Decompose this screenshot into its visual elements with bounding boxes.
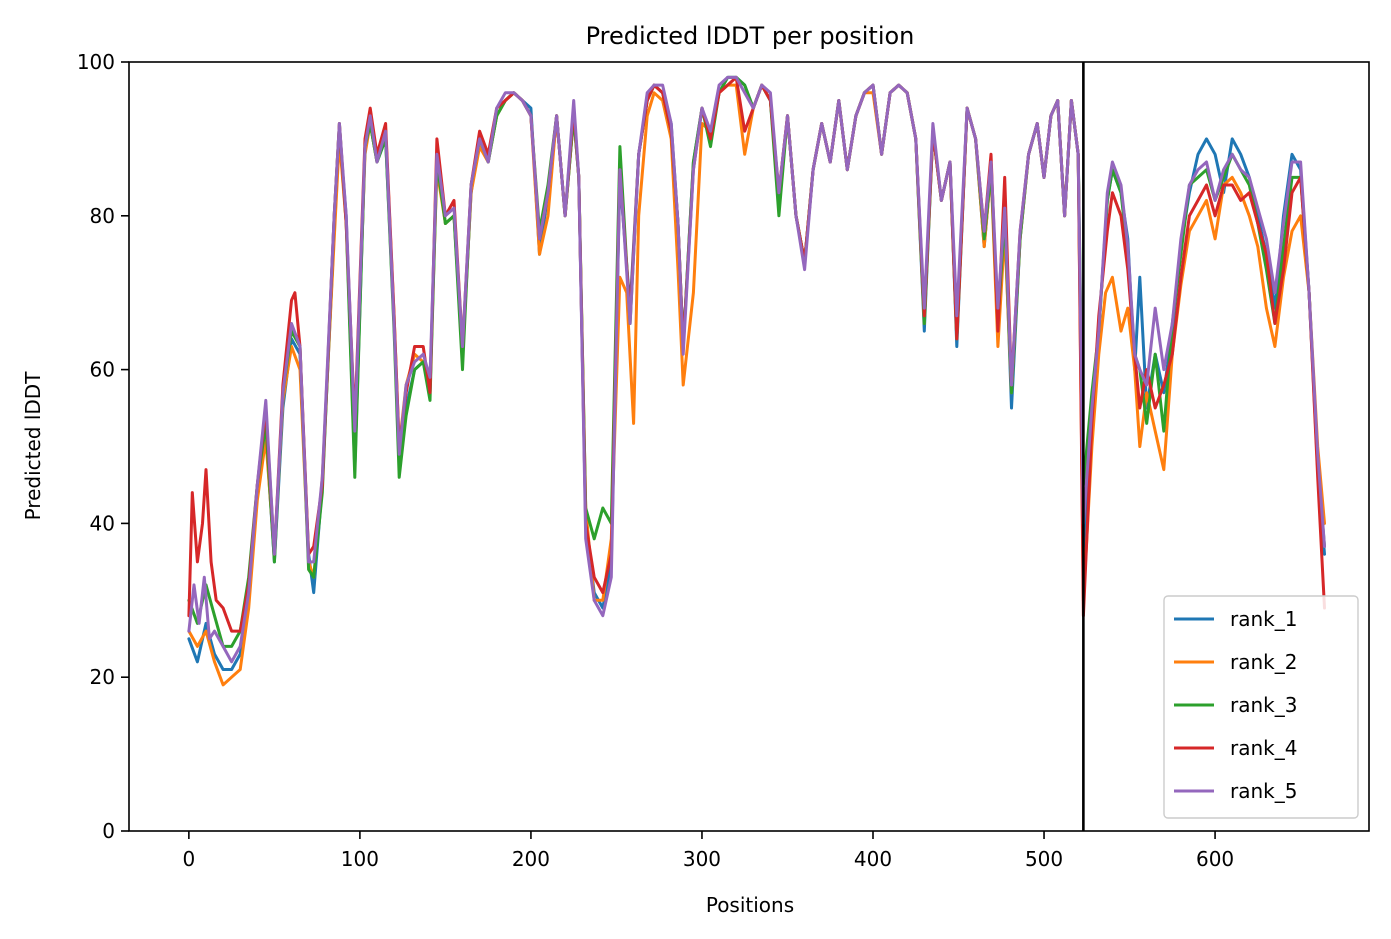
series-line-rank_5 [187, 75, 1326, 664]
legend-label-rank_5: rank_5 [1230, 779, 1297, 803]
y-tick-label: 80 [90, 204, 115, 228]
legend-label-rank_1: rank_1 [1230, 607, 1297, 631]
y-axis-label: Predicted lDDT [21, 371, 45, 521]
x-tick-label: 600 [1196, 847, 1234, 871]
x-axis: 0 100 200 300 400 500 600 [182, 831, 1234, 871]
y-tick-label: 20 [90, 665, 115, 689]
y-tick-label: 0 [102, 819, 115, 843]
legend-label-rank_2: rank_2 [1230, 650, 1297, 674]
legend-label-rank_3: rank_3 [1230, 693, 1297, 717]
x-tick-label: 100 [341, 847, 379, 871]
y-tick-label: 100 [77, 50, 115, 74]
x-tick-label: 0 [182, 847, 195, 871]
y-tick-label: 40 [90, 511, 115, 535]
legend: rank_1 rank_2 rank_3 rank_4 rank_5 [1163, 595, 1359, 819]
y-axis: 0 20 40 60 80 100 [77, 50, 129, 843]
legend-label-rank_4: rank_4 [1230, 736, 1297, 760]
y-tick-label: 60 [90, 358, 115, 382]
legend-box [1163, 595, 1359, 819]
x-tick-label: 400 [854, 847, 892, 871]
plot-frame [128, 61, 1370, 832]
x-tick-label: 200 [512, 847, 550, 871]
chart-title: Predicted lDDT per position [586, 22, 915, 50]
x-axis-label: Positions [706, 893, 794, 917]
x-tick-label: 500 [1025, 847, 1063, 871]
plot-series-group [187, 75, 1326, 687]
x-tick-label: 300 [683, 847, 721, 871]
